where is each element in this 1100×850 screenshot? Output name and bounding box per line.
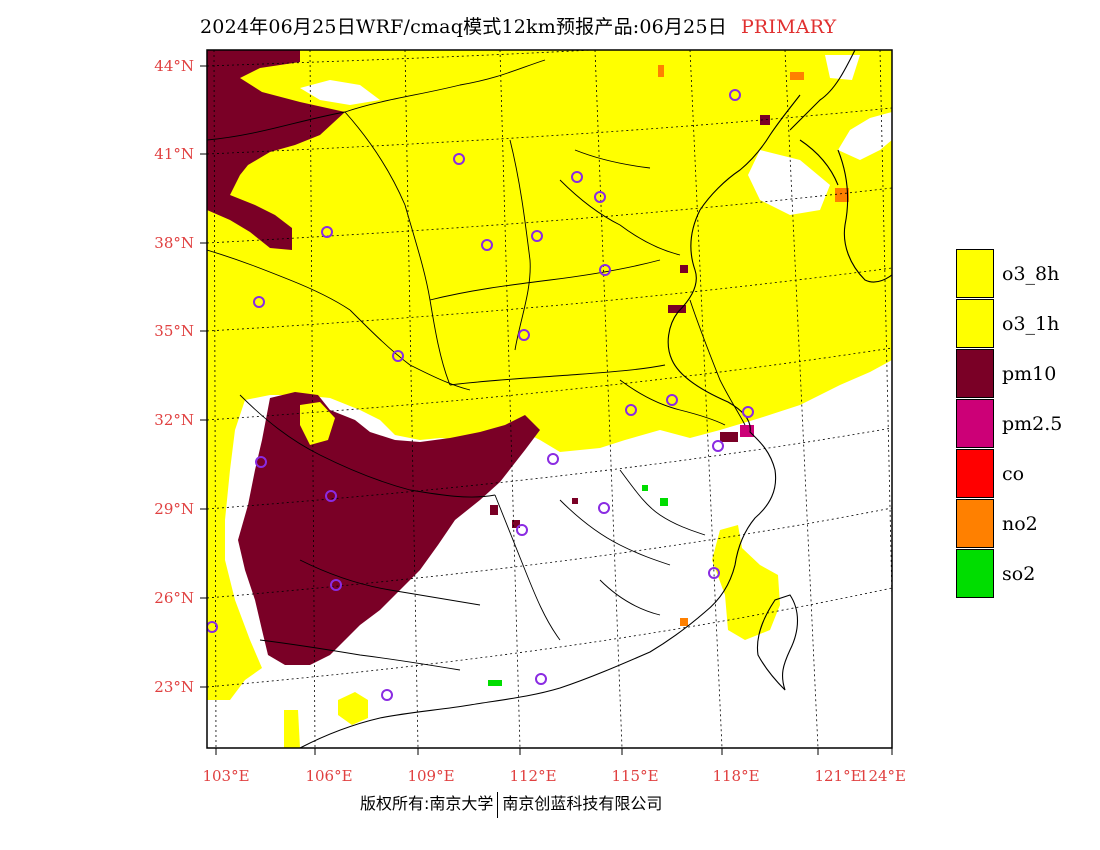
legend-swatch (956, 349, 994, 398)
station-markers (207, 89, 754, 701)
lat-label: 32°N (154, 411, 194, 429)
legend-label: o3_8h (1002, 263, 1060, 285)
legend-swatch (956, 249, 994, 298)
o3-field-taiwan-strait (712, 525, 780, 640)
pm10-field-north (207, 50, 345, 250)
credit-separator (497, 791, 499, 818)
title-text: 2024年06月25日WRF/cmaq模式12km预报产品:06月25日 (200, 16, 727, 38)
pm10-spot-northeast (760, 115, 770, 125)
map-frame (206, 49, 893, 749)
legend-label: o3_1h (1002, 313, 1060, 335)
lon-label: 118°E (712, 767, 759, 785)
legend-swatch (956, 549, 994, 598)
o3-field-south-patch-2 (284, 710, 300, 748)
lon-label: 109°E (407, 767, 454, 785)
legend-label: co (1002, 463, 1025, 485)
legend-label: pm10 (1002, 363, 1057, 385)
pm10-spot-east-2 (680, 265, 688, 273)
lat-label: 26°N (154, 589, 194, 607)
coastline (299, 50, 892, 748)
longitude-labels: 103°E 106°E 109°E 112°E 115°E 118°E 121°… (202, 767, 906, 785)
lon-label: 112°E (509, 767, 556, 785)
clear-patch-northeast (748, 150, 830, 215)
pm10-spot-east (668, 305, 686, 313)
o3-field-south-patch (338, 692, 368, 725)
legend-swatch (956, 449, 994, 498)
lon-label: 121°E (814, 767, 861, 785)
lon-label: 103°E (202, 767, 249, 785)
clear-patch-northeast-2 (825, 55, 860, 80)
pm10-spot-south-3 (490, 505, 498, 515)
pm10-field-southwest (238, 392, 540, 665)
map-title: 2024年06月25日WRF/cmaq模式12km预报产品:06月25日 PRIM… (200, 12, 836, 39)
no2-spot-north-2 (790, 72, 804, 80)
primary-tag: PRIMARY (740, 16, 837, 38)
clear-patch-north-2 (300, 80, 380, 105)
graticule (207, 50, 892, 748)
lat-label: 41°N (154, 145, 194, 163)
so2-spot-guangdong (488, 680, 502, 686)
legend-label: no2 (1002, 513, 1038, 535)
lon-label: 124°E (859, 767, 906, 785)
pm10-hole (300, 402, 335, 445)
pm10-spot-south (572, 498, 578, 504)
no2-spot-fujian (680, 618, 688, 626)
axis-ticks (200, 65, 893, 755)
legend-swatch (956, 499, 994, 548)
pm25-spot (740, 425, 754, 437)
lat-label: 44°N (154, 57, 194, 75)
legend-label: so2 (1002, 563, 1036, 585)
legend-swatch (956, 299, 994, 348)
province-boundaries (207, 59, 746, 671)
pm10-spot-shanghai (720, 432, 738, 442)
latitude-labels: 44°N 41°N 38°N 35°N 32°N 29°N 26°N 23°N (154, 57, 194, 696)
lat-label: 38°N (154, 234, 194, 252)
legend-label: pm2.5 (1002, 413, 1063, 435)
no2-spot-korea (835, 188, 849, 202)
lat-label: 35°N (154, 322, 194, 340)
lon-label: 115°E (611, 767, 658, 785)
lon-label: 106°E (305, 767, 352, 785)
no2-spot-north (658, 65, 664, 77)
credit-left: 版权所有:南京大学 (360, 794, 494, 813)
so2-spot-1 (660, 498, 668, 506)
legend-swatch (956, 399, 994, 448)
copyright-credit: 版权所有:南京大学 南京创蓝科技有限公司 (360, 790, 662, 818)
lat-label: 23°N (154, 678, 194, 696)
so2-spot-2 (642, 485, 648, 491)
o3-field (207, 50, 892, 700)
credit-right: 南京创蓝科技有限公司 (502, 794, 663, 813)
pm10-spot-south-2 (512, 520, 520, 528)
lat-label: 29°N (154, 500, 194, 518)
